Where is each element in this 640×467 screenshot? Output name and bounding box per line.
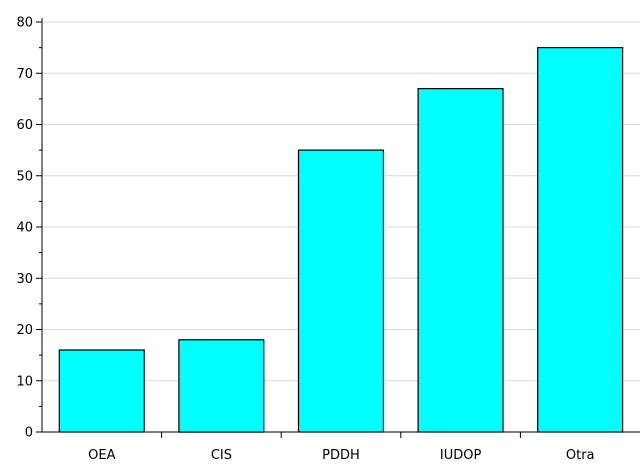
y-tick-label-30: 30 bbox=[16, 272, 33, 287]
bar-iudop bbox=[417, 87, 504, 433]
y-tick-label-80: 80 bbox=[16, 16, 33, 31]
axes bbox=[36, 18, 640, 438]
x-tick-label-oea: OEA bbox=[88, 448, 115, 463]
y-tick-label-60: 60 bbox=[16, 118, 33, 133]
bar-pddh bbox=[297, 149, 385, 433]
x-tick-label-cis: CIS bbox=[211, 448, 232, 463]
x-tick-label-iudop: IUDOP bbox=[440, 448, 482, 463]
y-tick-label-20: 20 bbox=[16, 323, 33, 338]
y-tick-label-40: 40 bbox=[16, 221, 33, 236]
y-tick-label-10: 10 bbox=[16, 374, 33, 389]
bars bbox=[58, 46, 624, 433]
y-tick-label-70: 70 bbox=[16, 67, 33, 82]
x-tick-label-pddh: PDDH bbox=[322, 448, 360, 463]
tick-labels: 0 10 20 30 40 50 60 70 80 OEA CIS PDDH IUDOP Otra bbox=[16, 16, 594, 464]
bar-cis bbox=[178, 339, 265, 433]
y-tick-label-50: 50 bbox=[16, 169, 33, 184]
y-tick-label-0: 0 bbox=[25, 426, 33, 441]
bar-oea bbox=[58, 349, 145, 433]
bar-otra bbox=[537, 46, 624, 433]
x-tick-label-otra: Otra bbox=[566, 448, 595, 463]
